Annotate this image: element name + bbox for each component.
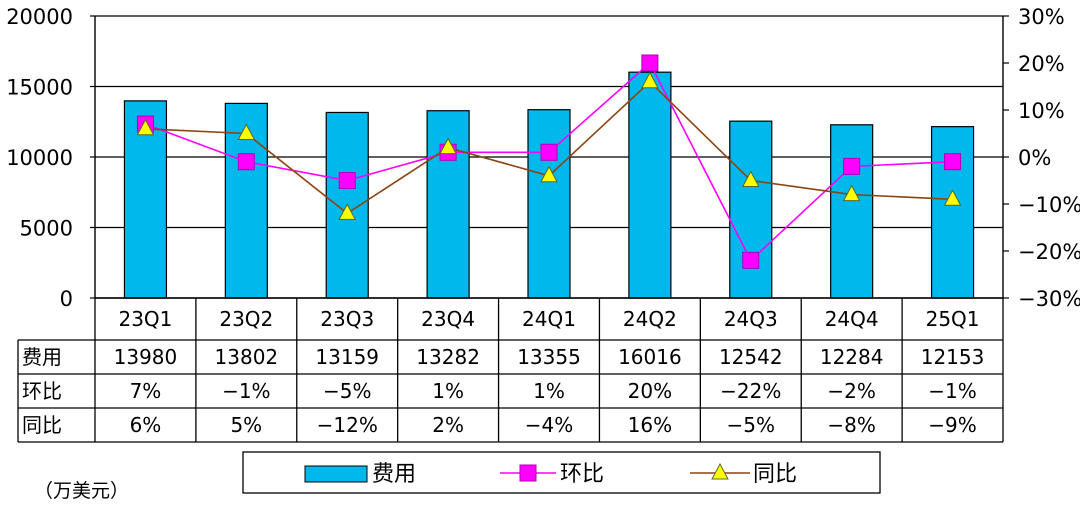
row-label-同比: 同比: [22, 413, 62, 437]
point-环比-23Q2: [237, 153, 255, 171]
point-环比-25Q1: [944, 153, 962, 171]
lines: [136, 54, 962, 269]
category-label: 23Q4: [421, 307, 475, 331]
point-同比-23Q3: [338, 203, 357, 220]
bars: [123, 71, 975, 299]
point-环比-24Q3: [742, 251, 760, 269]
legend-marker-环比: [519, 464, 537, 482]
right-tick-label: 0%: [1018, 146, 1051, 170]
cell-环比-23Q1: 7%: [130, 379, 162, 403]
cell-费用-24Q2: 16016: [618, 345, 682, 369]
cell-同比-23Q2: 5%: [230, 413, 262, 437]
category-label: 24Q3: [724, 307, 778, 331]
category-label: 23Q1: [118, 307, 172, 331]
cell-环比-23Q3: −5%: [323, 379, 372, 403]
point-同比-25Q1: [943, 189, 962, 206]
unit-label: （万美元）: [34, 480, 129, 502]
cell-环比-23Q2: −1%: [222, 379, 271, 403]
point-环比-23Q3: [338, 172, 356, 189]
category-label: 24Q2: [623, 307, 677, 331]
right-tick-label: 20%: [1018, 52, 1065, 76]
point-同比-23Q1: [136, 118, 155, 136]
cell-同比-25Q1: −9%: [928, 413, 977, 437]
cell-费用-24Q4: 12284: [820, 345, 884, 369]
bar-23Q4: [426, 110, 470, 299]
category-label: 23Q3: [320, 307, 374, 331]
bar-24Q2: [628, 71, 672, 299]
legend-label-环比: 环比: [560, 462, 604, 487]
cell-费用-25Q1: 12153: [921, 345, 985, 369]
cell-费用-24Q1: 13355: [517, 345, 581, 369]
legend-box: [242, 451, 881, 494]
cell-同比-23Q3: −12%: [317, 413, 378, 437]
point-同比-24Q4: [842, 184, 861, 202]
cell-费用-23Q2: 13802: [215, 345, 279, 369]
bar-24Q4: [830, 124, 874, 299]
cell-同比-23Q4: 2%: [432, 413, 464, 437]
right-tick-label: 10%: [1018, 99, 1065, 123]
cell-环比-23Q4: 1%: [432, 379, 464, 403]
axes: [90, 15, 1009, 299]
cell-环比-24Q4: −2%: [827, 379, 876, 403]
point-同比-24Q3: [741, 170, 760, 187]
data-table: 23Q1 23Q2 23Q3 23Q4 24Q1 24Q2 24Q3 24Q4 25Q1 费用 13…: [17, 297, 1004, 443]
right-tick-label: 30%: [1018, 5, 1065, 29]
cell-环比-25Q1: −1%: [928, 379, 977, 403]
point-环比-24Q4: [843, 157, 861, 175]
left-axis-ticks: 0 5000 10000 15000 20000: [6, 5, 73, 311]
right-tick-label: −20%: [1018, 240, 1080, 264]
category-label: 25Q1: [926, 307, 980, 331]
row-label-环比: 环比: [22, 379, 62, 403]
cell-环比-24Q2: 20%: [628, 379, 672, 403]
legend-label-费用: 费用: [372, 462, 416, 487]
left-tick-label: 10000: [6, 146, 73, 170]
cell-环比-24Q1: 1%: [533, 379, 565, 403]
bar-24Q3: [729, 120, 773, 299]
cell-同比-24Q1: −4%: [525, 413, 574, 437]
legend-marker-同比: [711, 462, 729, 480]
legend-swatch-费用: [304, 465, 368, 483]
right-axis-ticks: −30% −20% −10% 0% 10% 20% 30%: [1018, 5, 1080, 311]
cell-环比-24Q3: −22%: [720, 379, 781, 403]
point-环比-24Q1: [540, 143, 558, 161]
cell-费用-23Q1: 13980: [114, 345, 178, 369]
left-tick-label: 5000: [20, 217, 73, 241]
category-label: 24Q1: [522, 307, 576, 331]
point-同比-24Q1: [540, 165, 558, 183]
category-label: 23Q2: [219, 307, 273, 331]
right-tick-label: −10%: [1018, 193, 1080, 217]
bar-24Q1: [527, 109, 571, 299]
legend: 费用 环比 同比: [242, 451, 881, 494]
cell-同比-24Q2: 16%: [628, 413, 672, 437]
bar-25Q1: [930, 126, 975, 299]
cell-费用-23Q3: 13159: [315, 345, 379, 369]
left-tick-label: 20000: [6, 5, 73, 29]
cell-费用-23Q4: 13282: [416, 345, 480, 369]
point-同比-23Q2: [237, 123, 256, 140]
category-label: 24Q4: [825, 307, 879, 331]
row-label-费用: 费用: [22, 345, 62, 369]
cell-同比-23Q1: 6%: [130, 413, 162, 437]
left-tick-label: 0: [60, 287, 73, 311]
cell-费用-24Q3: 12542: [719, 345, 783, 369]
cell-同比-24Q4: −8%: [827, 413, 876, 437]
left-tick-label: 15000: [6, 76, 73, 100]
point-环比-24Q2: [641, 54, 659, 72]
legend-label-同比: 同比: [753, 462, 797, 487]
point-同比-24Q2: [641, 71, 659, 89]
right-tick-label: −30%: [1018, 287, 1080, 311]
point-同比-23Q4: [439, 137, 457, 155]
cell-同比-24Q3: −5%: [727, 413, 776, 437]
